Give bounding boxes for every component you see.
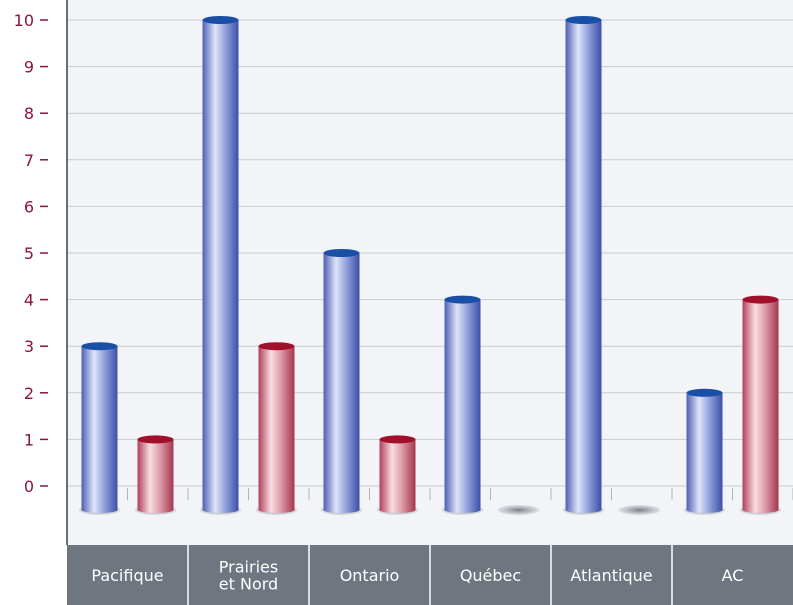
y-tick-label: 1	[24, 430, 34, 449]
bar	[686, 392, 723, 510]
y-tick-label: 4	[24, 291, 34, 310]
y-axis: 0 1 2 3 4 5 6 7 8 9 10	[14, 0, 68, 545]
bar	[137, 439, 174, 510]
bar-bottom	[323, 507, 360, 513]
category-label: Atlantique	[570, 566, 652, 585]
y-tick-label: 6	[24, 197, 34, 216]
bar-top-cap	[686, 388, 723, 397]
bar-top-cap	[742, 295, 779, 304]
category-label: Prairies	[219, 558, 278, 577]
bars	[78, 16, 782, 515]
bar-base-shadow	[497, 505, 540, 515]
y-tick-label: 10	[14, 11, 34, 30]
bar-bottom	[444, 507, 481, 513]
category-label: et Nord	[219, 575, 278, 594]
y-tick-label: 9	[24, 58, 34, 77]
bar-base-shadow	[618, 505, 661, 515]
category-label: Québec	[460, 566, 521, 585]
category-band	[188, 545, 309, 605]
bar-top-cap	[444, 295, 481, 304]
bar-top-cap	[565, 16, 602, 24]
bar	[565, 20, 602, 510]
category-label: AC	[722, 566, 744, 585]
y-tick-label: 7	[24, 151, 34, 170]
bar	[258, 346, 295, 510]
category-band	[672, 545, 793, 605]
bar-bottom	[565, 507, 602, 513]
grid-lines	[66, 19, 793, 500]
category-band	[430, 545, 551, 605]
category-band	[551, 545, 672, 605]
bar-top-cap	[202, 16, 239, 24]
y-tick-label: 3	[24, 337, 34, 356]
bar-bottom	[258, 507, 295, 513]
y-tick-label: 0	[24, 477, 34, 496]
y-tick-label: 5	[24, 244, 34, 263]
bar-bottom	[81, 507, 118, 513]
bar	[202, 20, 239, 510]
bar-bottom	[742, 507, 779, 513]
category-band	[67, 545, 188, 605]
bar	[323, 253, 360, 510]
category-label: Ontario	[340, 566, 400, 585]
bar-top-cap	[379, 435, 416, 444]
category-label: Pacifique	[91, 566, 163, 585]
y-tick-label: 8	[24, 104, 34, 123]
bar-top-cap	[258, 342, 295, 351]
bar-top-cap	[137, 435, 174, 444]
plot-background	[67, 0, 793, 545]
bar	[81, 346, 118, 510]
bar-top-cap	[81, 342, 118, 351]
bar-bottom	[137, 507, 174, 513]
category-band	[309, 545, 430, 605]
bar-bottom	[686, 507, 723, 513]
bar-bottom	[202, 507, 239, 513]
bar	[444, 299, 481, 510]
bar-bottom	[379, 507, 416, 513]
bar	[379, 439, 416, 510]
y-tick-label: 2	[24, 384, 34, 403]
bar	[742, 299, 779, 510]
bar-top-cap	[323, 249, 360, 257]
